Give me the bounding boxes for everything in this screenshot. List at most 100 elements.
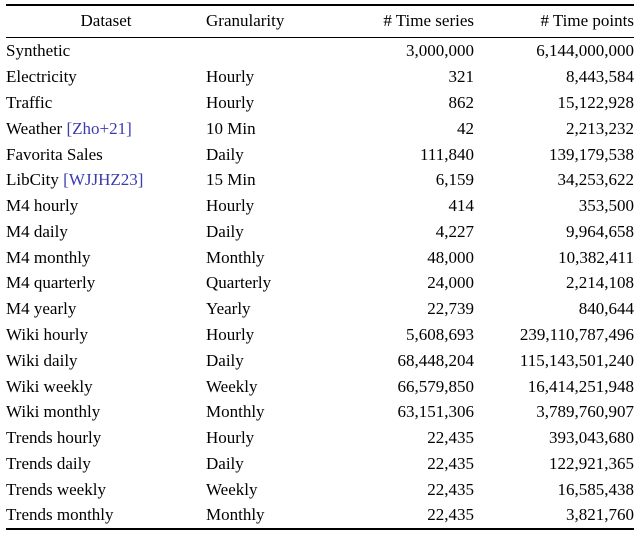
time-points-cell: 9,964,658	[566, 221, 634, 241]
dataset-name: Favorita Sales	[6, 144, 103, 164]
time-points-cell: 139,179,538	[549, 144, 634, 164]
header-row: Dataset Granularity # Time series # Time…	[6, 5, 634, 38]
granularity-cell: Weekly	[206, 479, 258, 499]
granularity-cell: Quarterly	[206, 273, 272, 293]
dataset-name-cell: Wiki daily	[6, 347, 206, 373]
granularity-cell: Weekly	[206, 376, 258, 396]
granularity-cell: Hourly	[206, 92, 255, 112]
time-points-cell: 8,443,584	[566, 67, 634, 87]
granularity-cell: Monthly	[206, 247, 265, 267]
dataset-name-cell: Wiki hourly	[6, 322, 206, 348]
dataset-name-cell: Traffic	[6, 90, 206, 116]
granularity-cell: Daily	[206, 453, 244, 473]
dataset-name: Wiki weekly	[6, 376, 93, 396]
dataset-name: Trends daily	[6, 453, 91, 473]
granularity-cell: Hourly	[206, 324, 255, 344]
time-points-cell: 34,253,622	[557, 170, 635, 190]
datasets-table: Dataset Granularity # Time series # Time…	[6, 4, 634, 530]
time-points-cell: 115,143,501,240	[519, 350, 634, 370]
time-series-cell: 68,448,204	[397, 350, 475, 370]
dataset-name-cell: M4 monthly	[6, 244, 206, 270]
time-points-cell: 16,414,251,948	[527, 376, 634, 396]
table-row: Favorita Sales Daily 111,840 139,179,538	[6, 141, 634, 167]
dataset-name: Trends monthly	[6, 505, 114, 525]
dataset-name: Trends weekly	[6, 479, 106, 499]
table-row: M4 quarterly Quarterly 24,000 2,214,108	[6, 270, 634, 296]
dataset-name-cell: M4 quarterly	[6, 270, 206, 296]
table-row: Wiki hourly Hourly 5,608,693 239,110,787,49…	[6, 322, 634, 348]
dataset-name-cell: LibCity [WJJHZ23]	[6, 167, 206, 193]
table-row: M4 yearly Yearly 22,739 840,644	[6, 296, 634, 322]
time-series-cell: 22,739	[427, 299, 474, 319]
granularity-cell	[206, 38, 322, 64]
time-series-cell: 5,608,693	[406, 324, 474, 344]
dataset-name-cell: Wiki weekly	[6, 373, 206, 399]
table-row: Wiki monthly Monthly 63,151,306 3,789,760,9…	[6, 399, 634, 425]
dataset-name: M4 quarterly	[6, 273, 96, 293]
time-series-cell: 6,159	[435, 170, 474, 190]
dataset-name: Traffic	[6, 92, 53, 112]
time-series-cell: 321	[448, 67, 475, 87]
dataset-name: M4 monthly	[6, 247, 91, 267]
time-series-cell: 66,579,850	[397, 376, 475, 396]
dataset-name: M4 daily	[6, 221, 68, 241]
table-row: Wiki weekly Weekly 66,579,850 16,414,251,94…	[6, 373, 634, 399]
dataset-name-cell: M4 daily	[6, 218, 206, 244]
time-points-cell: 10,382,411	[558, 247, 634, 267]
citation-link[interactable]: [WJJHZ23]	[58, 170, 144, 190]
table-row: M4 monthly Monthly 48,000 10,382,411	[6, 244, 634, 270]
header-dataset: Dataset	[6, 5, 206, 38]
time-series-cell: 22,435	[427, 428, 474, 448]
time-points-cell: 15,122,928	[557, 92, 635, 112]
dataset-name: Electricity	[6, 67, 77, 87]
time-series-cell: 48,000	[427, 247, 474, 267]
time-points-cell: 840,644	[578, 299, 634, 319]
table-row: Wiki daily Daily 68,448,204 115,143,501,240	[6, 347, 634, 373]
table-row: Trends hourly Hourly 22,435 393,043,680	[6, 425, 634, 451]
table-row: LibCity [WJJHZ23] 15 Min 6,159 34,253,622	[6, 167, 634, 193]
table-header: Dataset Granularity # Time series # Time…	[6, 5, 634, 38]
time-series-cell: 111,840	[420, 144, 474, 164]
dataset-name-cell: Trends daily	[6, 451, 206, 477]
table-row: Traffic Hourly 862 15,122,928	[6, 90, 634, 116]
granularity-cell: Hourly	[206, 428, 255, 448]
dataset-name-cell: M4 yearly	[6, 296, 206, 322]
citation-link[interactable]: [Zho+21]	[62, 118, 132, 138]
table-row: Electricity Hourly 321 8,443,584	[6, 64, 634, 90]
table-row: Synthetic 3,000,000 6,144,000,000	[6, 38, 634, 64]
dataset-name: M4 yearly	[6, 299, 77, 319]
table-row: Weather [Zho+21] 10 Min 42 2,213,232	[6, 115, 634, 141]
granularity-cell: Monthly	[206, 402, 265, 422]
table-body: Synthetic 3,000,000 6,144,000,000 Electrici…	[6, 38, 634, 529]
time-points-cell: 6,144,000,000	[536, 41, 634, 61]
time-points-cell: 122,921,365	[549, 453, 634, 473]
granularity-cell: Hourly	[206, 196, 255, 216]
time-series-cell: 42	[457, 118, 474, 138]
header-granularity: Granularity	[206, 5, 322, 38]
time-series-cell: 24,000	[427, 273, 474, 293]
time-series-cell: 862	[448, 92, 475, 112]
granularity-cell: Daily	[206, 350, 244, 370]
time-points-cell: 16,585,438	[557, 479, 635, 499]
dataset-name: M4 hourly	[6, 196, 79, 216]
time-points-cell: 353,500	[578, 196, 634, 216]
time-series-cell: 3,000,000	[406, 41, 474, 61]
dataset-name: Weather	[6, 118, 63, 138]
time-series-cell: 22,435	[427, 453, 474, 473]
granularity-cell: Yearly	[206, 299, 251, 319]
dataset-name-cell: M4 hourly	[6, 193, 206, 219]
dataset-name: Synthetic	[6, 41, 71, 61]
dataset-name-cell: Favorita Sales	[6, 141, 206, 167]
time-points-cell: 3,789,760,907	[536, 402, 634, 422]
time-series-cell: 22,435	[427, 479, 474, 499]
granularity-cell: Daily	[206, 144, 244, 164]
dataset-name-cell: Synthetic	[6, 38, 206, 64]
dataset-name: Trends hourly	[6, 428, 102, 448]
dataset-name-cell: Trends hourly	[6, 425, 206, 451]
time-series-cell: 22,435	[427, 505, 474, 525]
time-series-cell: 63,151,306	[397, 402, 475, 422]
header-time-points: # Time points	[474, 5, 634, 38]
table-row: Trends monthly Monthly 22,435 3,821,760	[6, 502, 634, 529]
time-points-cell: 393,043,680	[549, 428, 634, 448]
granularity-cell: 15 Min	[206, 170, 256, 190]
